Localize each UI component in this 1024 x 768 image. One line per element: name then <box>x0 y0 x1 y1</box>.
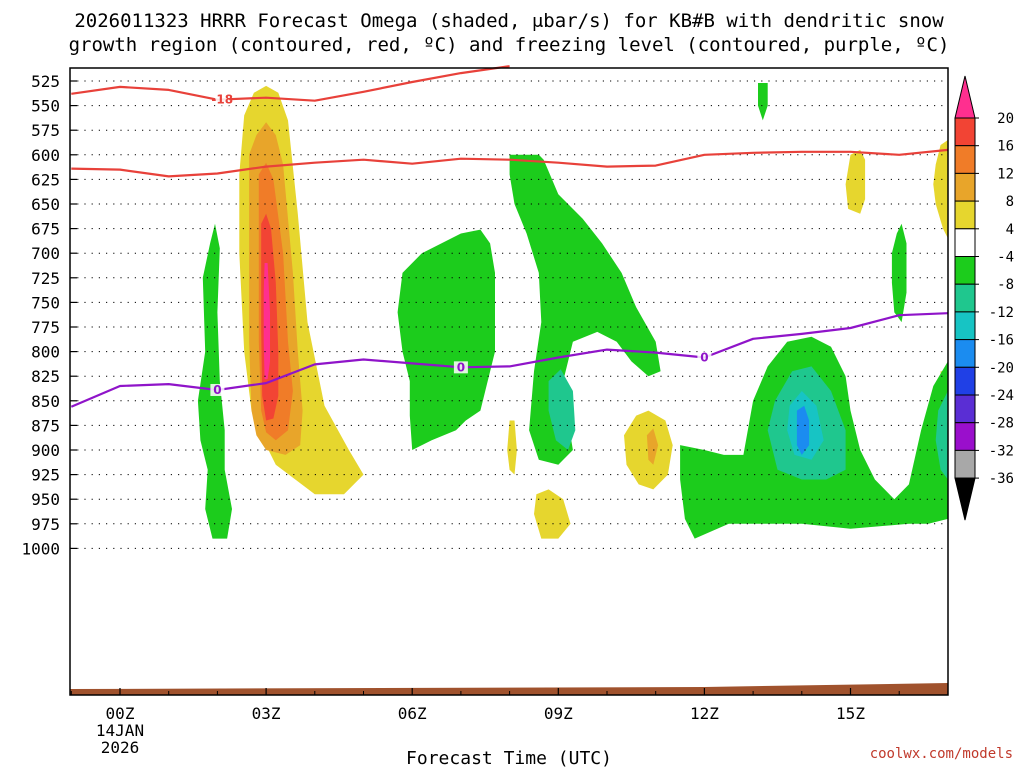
x-tick-label-12Z: 12Z <box>690 704 719 723</box>
omega-region-9 <box>507 420 517 475</box>
colorbar-label-14: -36 <box>989 471 1014 487</box>
colorbar-label-4: 8 <box>1006 194 1014 210</box>
y-tick-label-800: 800 <box>31 343 60 362</box>
y-tick-label-825: 825 <box>31 367 60 386</box>
y-tick-label-550: 550 <box>31 97 60 116</box>
y-tick-label-650: 650 <box>31 195 60 214</box>
colorbar-label-2: 16 <box>997 139 1014 155</box>
y-tick-label-925: 925 <box>31 466 60 485</box>
x-tick-label-06Z: 06Z <box>398 704 427 723</box>
omega-shading <box>197 83 948 539</box>
contour-label-bg-3 <box>453 361 468 374</box>
omega-region-15 <box>509 154 661 465</box>
omega-region-23 <box>935 391 948 480</box>
colorbar-label-8: -12 <box>989 305 1014 321</box>
contour-line-1 <box>71 65 510 102</box>
colorbar-bottom-arrow <box>954 477 976 521</box>
omega-region-7 <box>933 140 948 239</box>
colorbar: 20 16 12 8 4 -4 -8 -12 -16 -20 -24 -28 -32 -36 <box>954 75 1014 521</box>
y-tick-label-775: 775 <box>31 318 60 337</box>
omega-region-6 <box>845 149 866 214</box>
contour-label-bg-4 <box>697 351 712 364</box>
y-tick-label-950: 950 <box>31 490 60 509</box>
x-tick-label-09Z: 09Z <box>544 704 573 723</box>
chart-title: 2026011323 HRRR Forecast Omega (shaded, … <box>69 10 950 56</box>
colorbar-bin-4 <box>954 200 976 230</box>
y-tick-label-900: 900 <box>31 441 60 460</box>
contour-label-1: -18 <box>211 93 233 107</box>
date-label-2: 2026 <box>101 738 140 757</box>
omega-region-10 <box>534 489 571 539</box>
x-tick-label-00Z: 00Z <box>106 704 135 723</box>
plot-frame <box>69 67 949 696</box>
temperature-contours: -18 0 0 0 <box>70 65 949 408</box>
colorbar-bin-2 <box>954 145 976 174</box>
colorbar-label-10: -20 <box>989 360 1014 376</box>
date-label-1: 14JAN <box>96 721 144 740</box>
omega-region-17 <box>891 223 907 323</box>
colorbar-label-7: -8 <box>997 277 1014 293</box>
omega-region-13 <box>197 223 232 539</box>
colorbar-label-11: -24 <box>989 388 1014 404</box>
ground-surface <box>70 683 948 695</box>
y-tick-label-625: 625 <box>31 170 60 189</box>
colorbar-bin-3 <box>954 172 976 202</box>
y-axis: 525 550 575 600 625 650 675 700 725 750 775 800 825 8… <box>21 72 77 558</box>
omega-region-22 <box>796 405 810 455</box>
y-tick-label-875: 875 <box>31 416 60 435</box>
omega-region-12 <box>646 428 659 465</box>
y-tick-label-575: 575 <box>31 121 60 140</box>
colorbar-label-5: 4 <box>1006 222 1014 238</box>
colorbar-bin-7 <box>954 283 976 313</box>
y-tick-label-675: 675 <box>31 220 60 239</box>
colorbar-bin-9 <box>954 339 976 368</box>
surface-strip <box>70 683 948 695</box>
contour-label-bg-1 <box>215 93 230 106</box>
credit-text: coolwx.com/models <box>870 746 1013 762</box>
colorbar-bin-5 <box>954 228 976 258</box>
colorbar-label-9: -16 <box>989 333 1014 349</box>
colorbar-top-arrow <box>954 75 976 119</box>
colorbar-bin-8 <box>954 311 976 341</box>
y-tick-label-850: 850 <box>31 392 60 411</box>
colorbar-label-1: 20 <box>997 111 1014 127</box>
colorbar-bin-10 <box>954 366 976 396</box>
y-tick-label-725: 725 <box>31 269 60 288</box>
contour-label-4: 0 <box>700 351 708 365</box>
x-tick-label-15Z: 15Z <box>836 704 865 723</box>
y-tick-label-1000: 1000 <box>21 539 60 558</box>
contour-label-bg-2 <box>210 383 225 396</box>
chart-title-line-1: 2026011323 HRRR Forecast Omega (shaded, … <box>74 10 944 32</box>
colorbar-bin-12 <box>954 422 976 451</box>
colorbar-bin-1 <box>954 117 976 147</box>
y-tick-label-975: 975 <box>31 515 60 534</box>
contour-label-2: 0 <box>213 383 221 397</box>
colorbar-label-6: -4 <box>997 250 1014 266</box>
y-tick-label-525: 525 <box>31 72 60 91</box>
colorbar-bin-13 <box>954 449 976 479</box>
omega-region-18 <box>758 83 768 121</box>
colorbar-bin-6 <box>954 256 976 285</box>
contour-label-3: 0 <box>457 360 465 374</box>
x-tick-label-03Z: 03Z <box>252 704 281 723</box>
chart-title-line-2: growth region (contoured, red, ºC) and f… <box>69 34 950 56</box>
x-axis-label: Forecast Time (UTC) <box>406 748 612 768</box>
omega-region-5 <box>263 263 270 380</box>
colorbar-label-12: -28 <box>989 416 1014 432</box>
contour-line-2 <box>71 148 949 178</box>
y-tick-label-700: 700 <box>31 244 60 263</box>
omega-region-19 <box>548 369 576 450</box>
y-tick-label-750: 750 <box>31 293 60 312</box>
colorbar-bin-11 <box>954 394 976 424</box>
colorbar-label-13: -32 <box>989 443 1014 459</box>
y-tick-label-600: 600 <box>31 146 60 165</box>
omega-region-14 <box>397 229 495 450</box>
colorbar-label-3: 12 <box>997 166 1014 182</box>
